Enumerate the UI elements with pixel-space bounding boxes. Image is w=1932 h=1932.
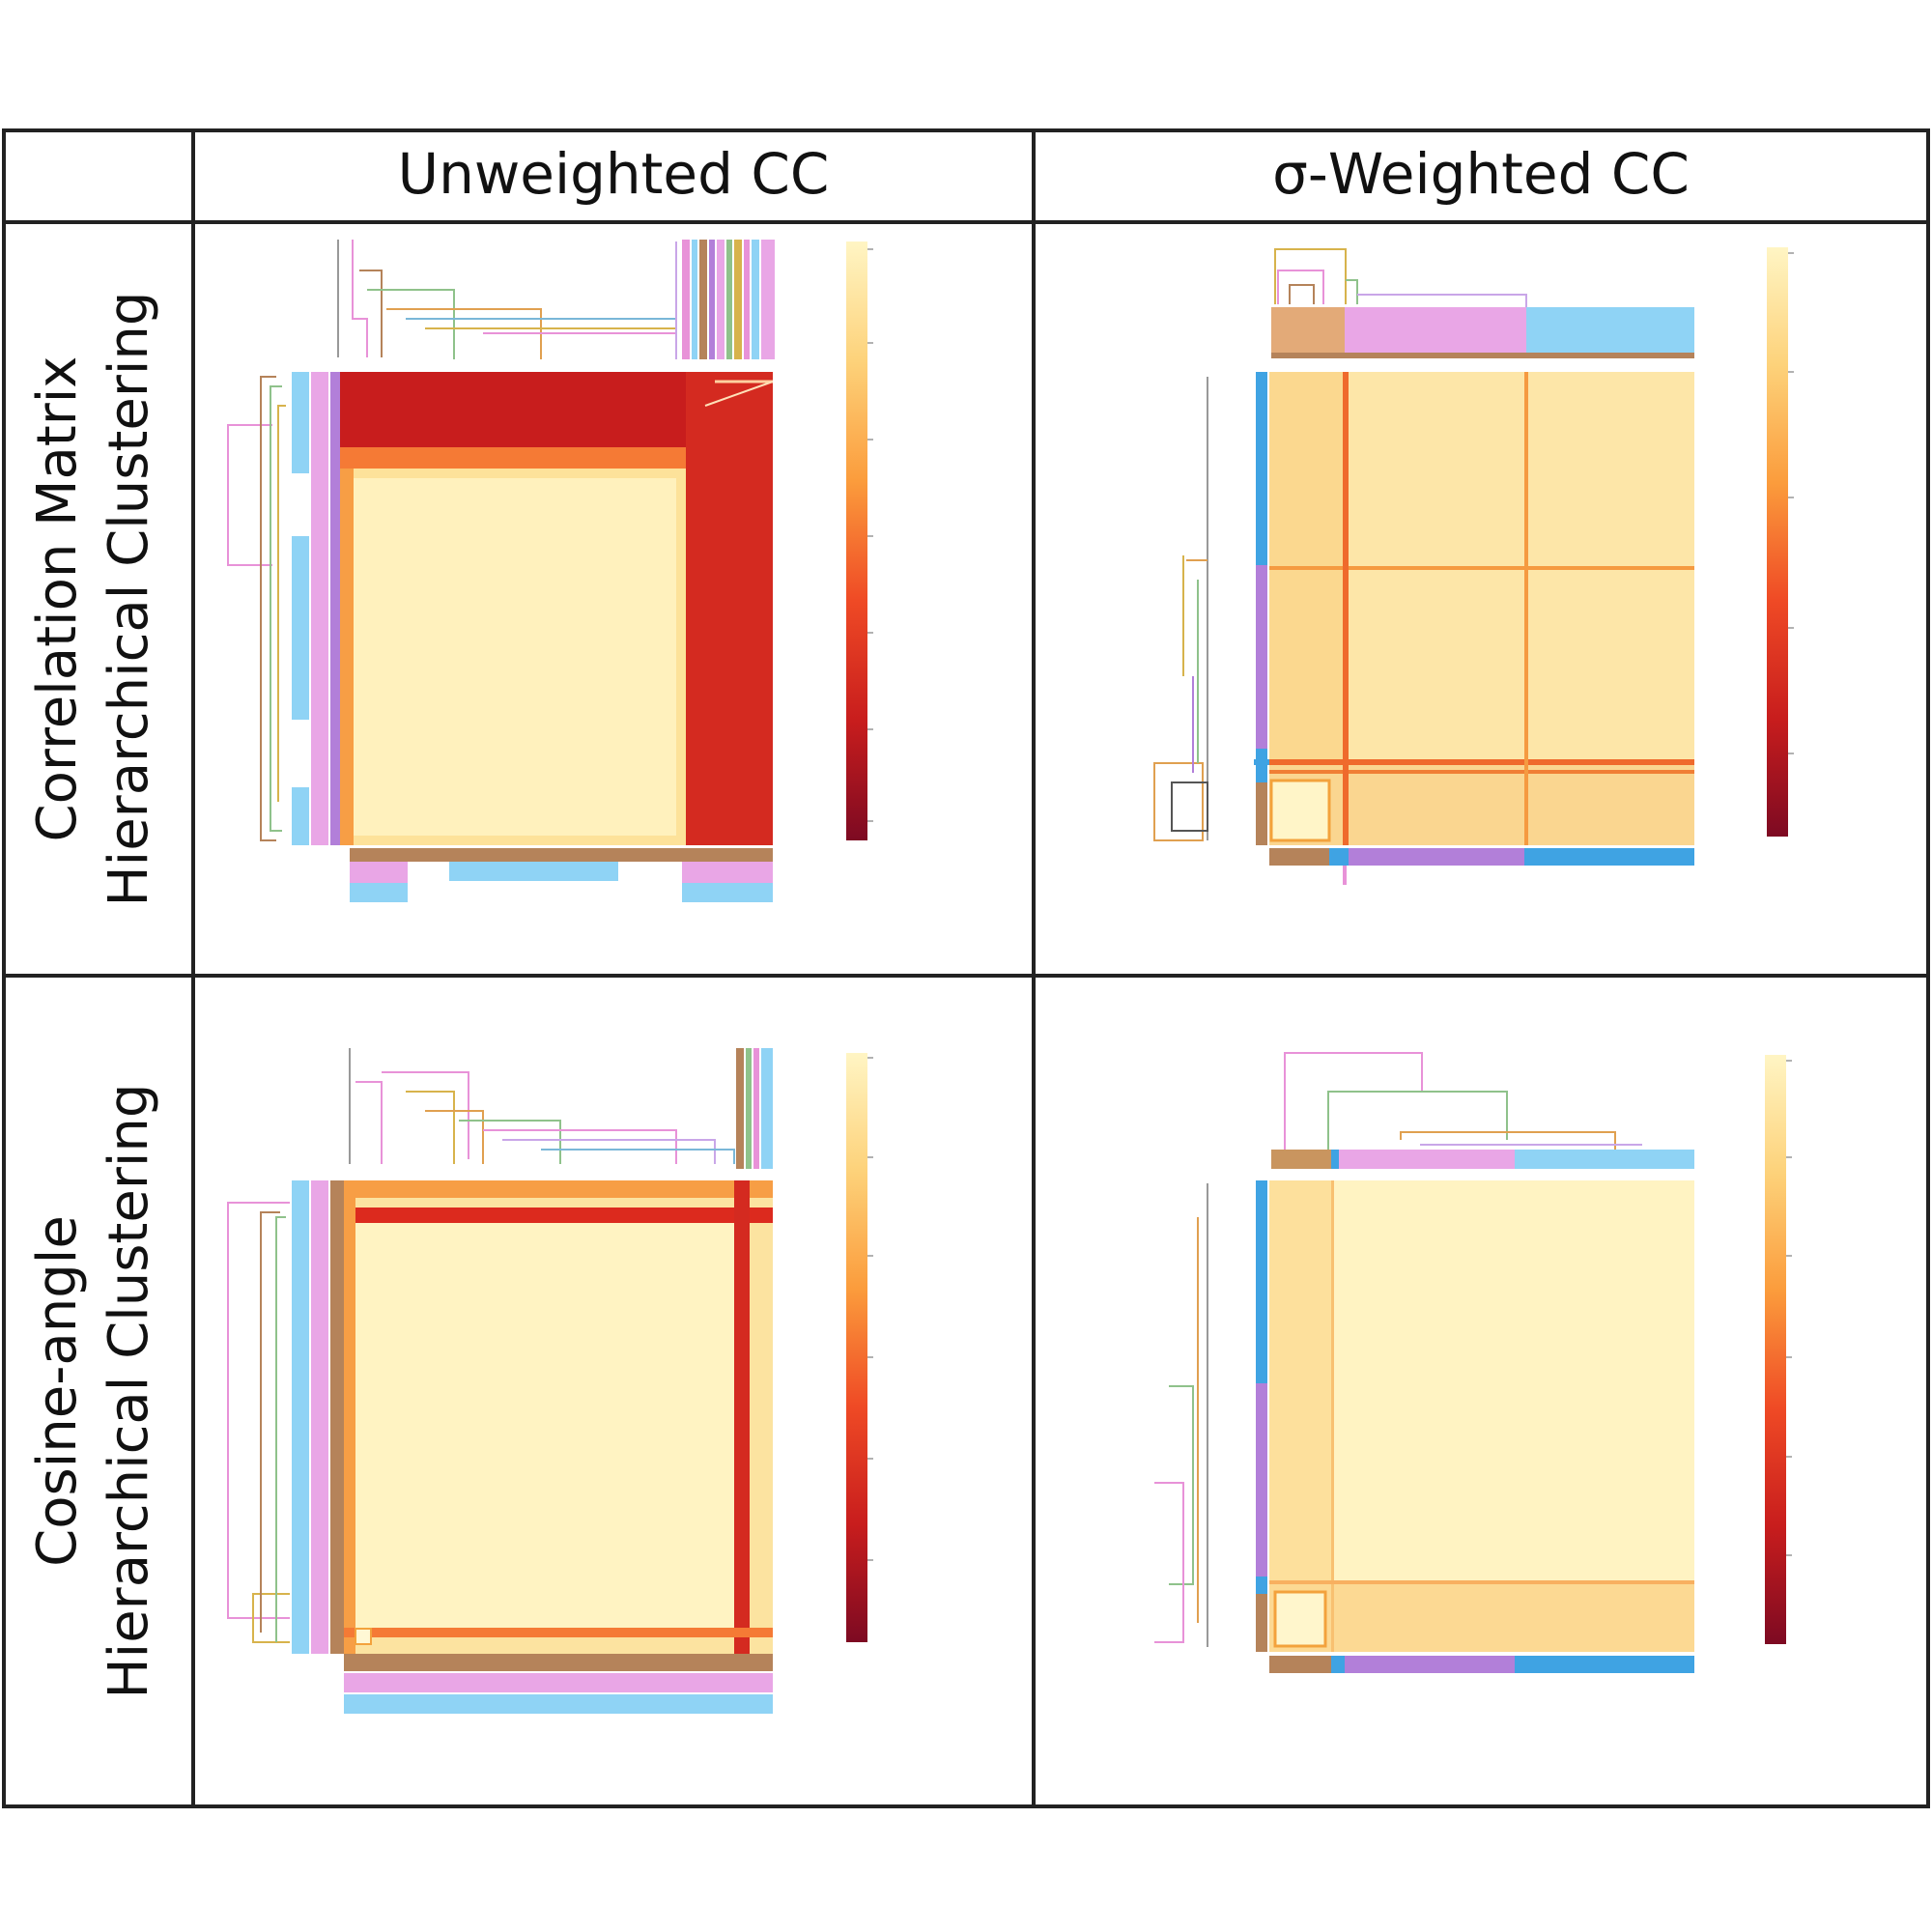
- column-header-unweighted: Unweighted CC: [398, 141, 830, 207]
- heatmap-matrix: [1254, 372, 1694, 845]
- bottom-cluster-bars: [344, 1654, 773, 1714]
- row-label-correlation-line2: Hierarchical Clustering: [98, 292, 160, 907]
- heatmap-matrix: [344, 1180, 773, 1654]
- heatmap-matrix: [340, 372, 774, 845]
- left-dendrogram: [1153, 377, 1208, 841]
- top-dendrogram: [1284, 1052, 1642, 1151]
- panel-cosine-unweighted: [227, 1048, 873, 1714]
- top-dendrogram: [349, 1048, 735, 1164]
- top-dendrogram: [337, 240, 677, 359]
- row-label-cosine: Cosine-angle Hierarchical Clustering: [26, 1084, 160, 1699]
- colorbar-ticks: [867, 248, 873, 822]
- colorbar-ticks: [1786, 1060, 1792, 1556]
- panel-correlation-unweighted: [227, 240, 873, 902]
- colorbar: [1765, 1055, 1786, 1644]
- top-cluster-blocks: [1271, 307, 1694, 358]
- bottom-cluster-bars: [1269, 848, 1694, 885]
- colorbar: [1767, 247, 1788, 837]
- colorbar: [846, 242, 867, 840]
- left-cluster-bars: [292, 372, 344, 845]
- bottom-cluster-bars: [1269, 1656, 1694, 1673]
- left-cluster-bars: [292, 1180, 344, 1654]
- colorbar-ticks: [1788, 252, 1794, 754]
- panel-correlation-sigma: [1153, 247, 1794, 885]
- table-grid-lines: [2, 128, 1930, 1808]
- left-cluster-bars: [1256, 372, 1267, 845]
- top-dendrogram: [1274, 248, 1527, 307]
- row-label-cosine-line1: Cosine-angle: [26, 1215, 89, 1567]
- left-cluster-bars: [1256, 1180, 1267, 1652]
- bottom-cluster-bars: [350, 848, 773, 902]
- row-label-correlation-line1: Correlation Matrix: [26, 356, 89, 842]
- left-dendrogram: [227, 376, 286, 841]
- heatmap-matrix: [1269, 1180, 1694, 1652]
- column-header-sigma-weighted: σ-Weighted CC: [1272, 141, 1690, 207]
- row-label-correlation: Correlation Matrix Hierarchical Clusteri…: [26, 292, 160, 907]
- left-dendrogram: [1154, 1183, 1208, 1647]
- top-cluster-blocks: [1271, 1150, 1694, 1169]
- top-right-stripes: [736, 1048, 773, 1169]
- colorbar: [846, 1053, 867, 1642]
- left-dendrogram: [227, 1202, 290, 1643]
- row-label-cosine-line2: Hierarchical Clustering: [98, 1084, 160, 1699]
- panel-cosine-sigma: [1154, 1052, 1792, 1673]
- top-right-stripes: [682, 240, 775, 359]
- colorbar-ticks: [867, 1057, 873, 1561]
